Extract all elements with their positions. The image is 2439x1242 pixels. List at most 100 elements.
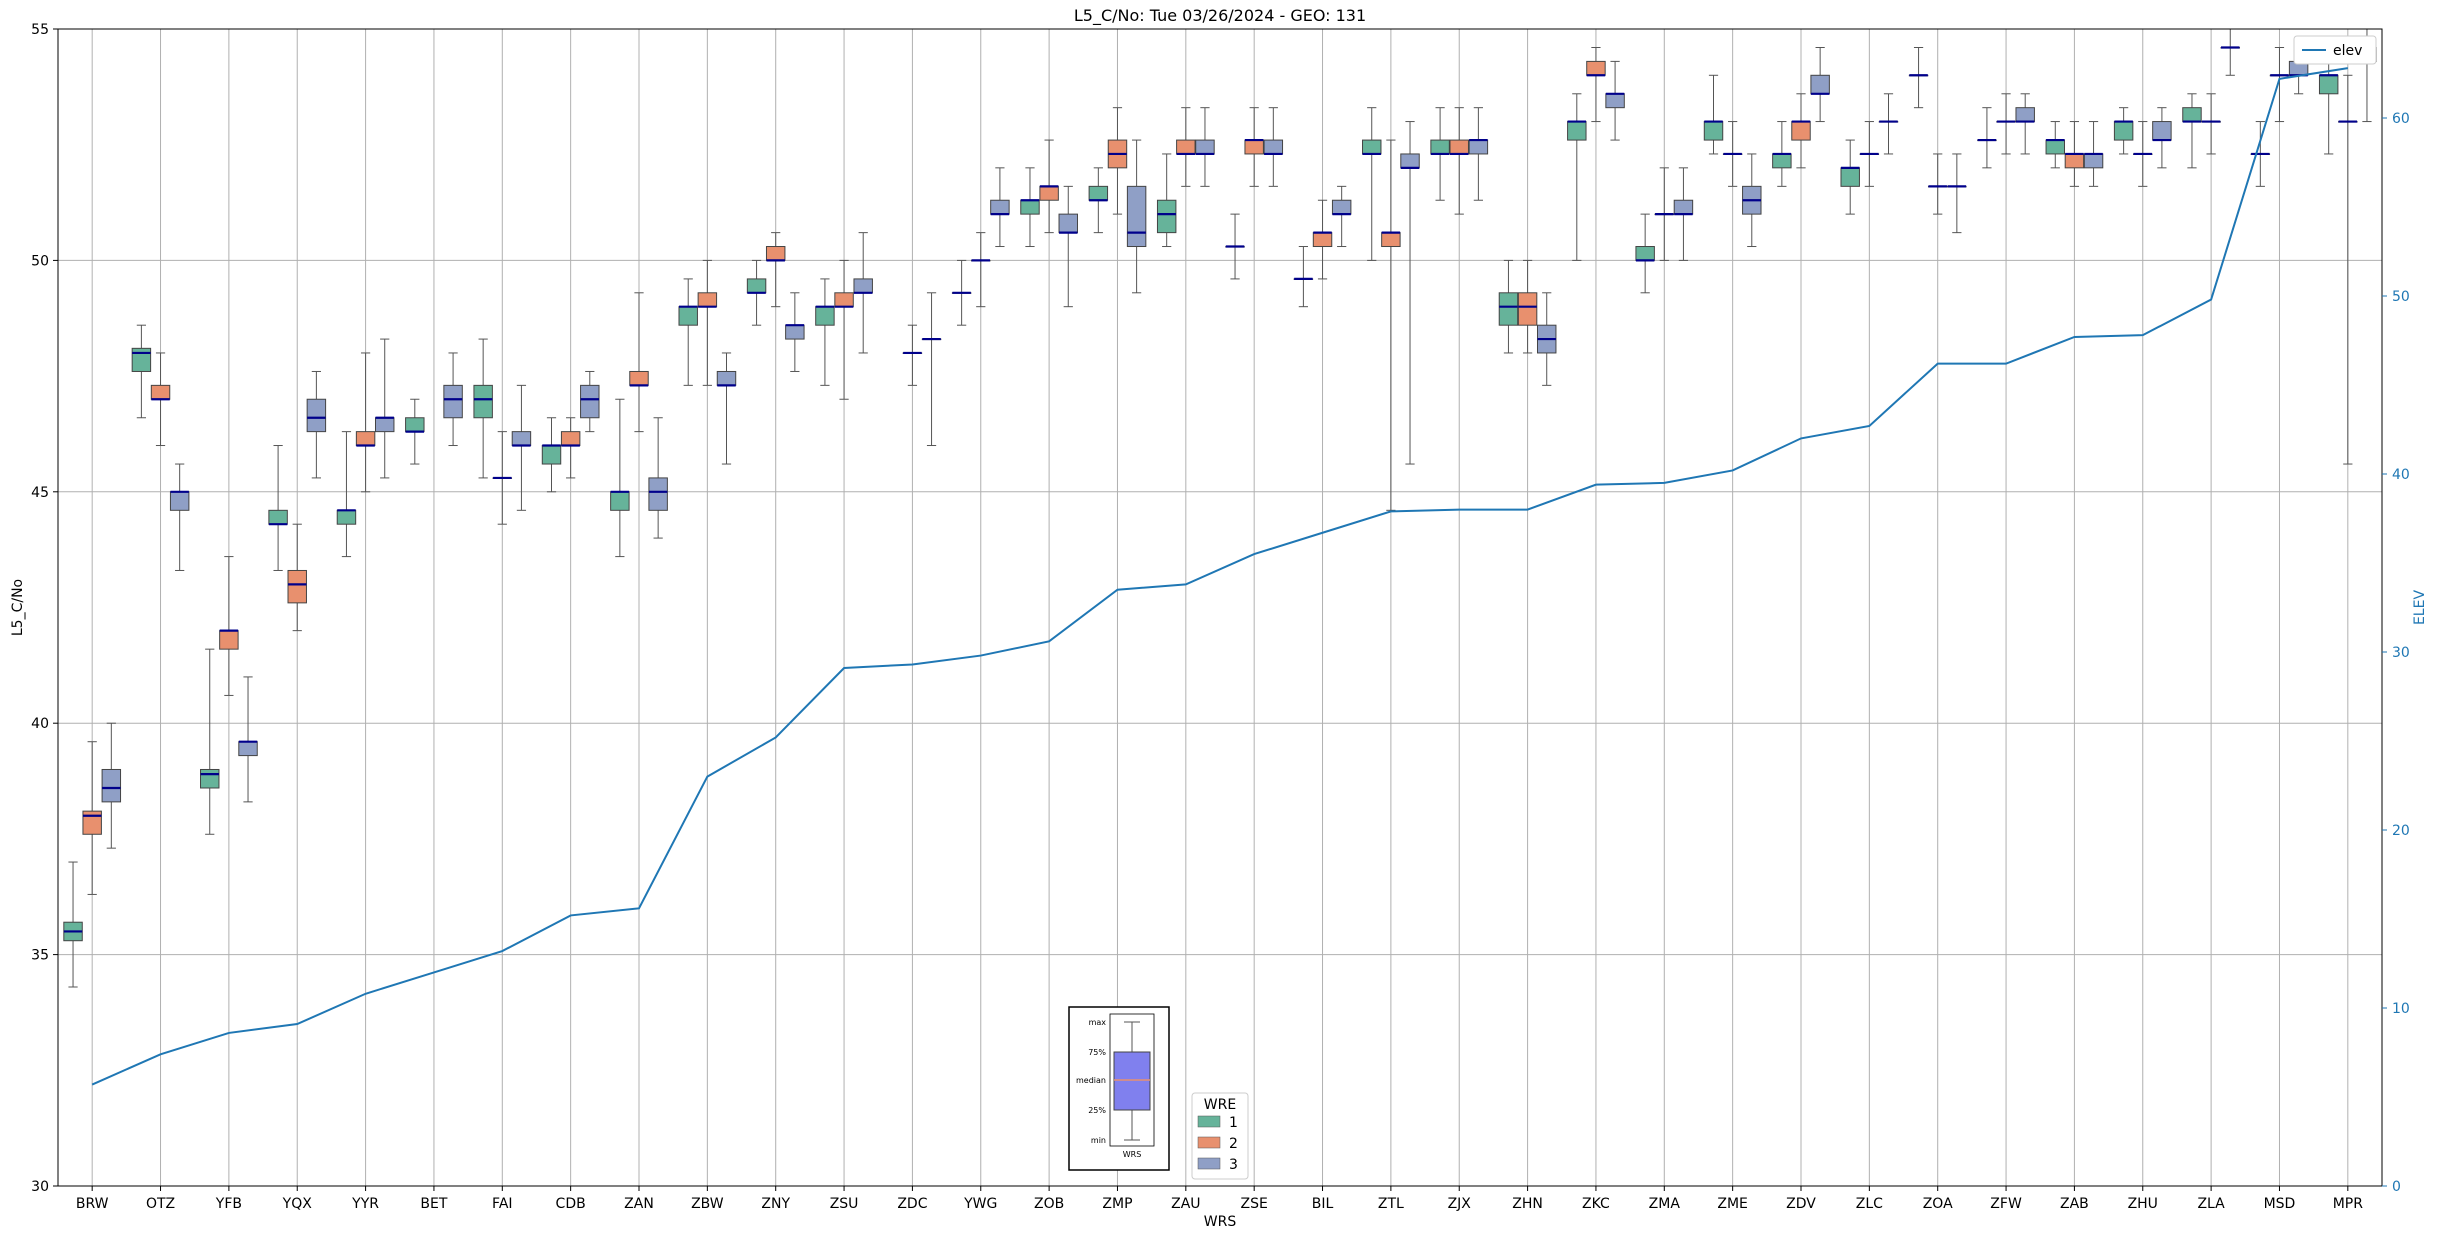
box-iqr bbox=[1331, 199, 1352, 215]
box-iqr bbox=[1400, 153, 1420, 169]
x-tick-label: ZBW bbox=[691, 1196, 724, 1212]
box-ZNY-wre2 bbox=[765, 232, 786, 308]
box-ZFW-wre1 bbox=[1977, 107, 1997, 169]
box-iqr bbox=[287, 569, 307, 604]
box-ZLA-wre3 bbox=[2220, 28, 2240, 76]
inset-label: median bbox=[1076, 1076, 1106, 1085]
hue-legend-swatch bbox=[1197, 1157, 1221, 1170]
box-iqr bbox=[2152, 121, 2172, 141]
box-ZDV-wre3 bbox=[1810, 47, 1830, 123]
box-iqr bbox=[746, 278, 767, 294]
box-ZJX-wre3 bbox=[1468, 107, 1489, 201]
x-tick-label: OTZ bbox=[146, 1196, 175, 1212]
box-ZHN-wre2 bbox=[1517, 259, 1538, 354]
box-iqr bbox=[1840, 167, 1860, 187]
box-ZHU-wre1 bbox=[2113, 107, 2134, 155]
box-YFB-wre3 bbox=[238, 676, 258, 803]
box-ZMP-wre3 bbox=[1126, 139, 1147, 294]
box-FAI-wre2 bbox=[492, 431, 513, 525]
box-iqr bbox=[374, 417, 395, 433]
box-iqr bbox=[541, 445, 562, 465]
box-YQX-wre3 bbox=[306, 370, 327, 479]
box-iqr bbox=[1381, 232, 1401, 248]
box-iqr bbox=[697, 292, 718, 308]
box-iqr bbox=[150, 384, 171, 400]
y-tick-label: 45 bbox=[31, 485, 49, 501]
box-ZTL-wre2 bbox=[1381, 139, 1401, 511]
y2-tick-label: 30 bbox=[2392, 645, 2410, 661]
box-iqr bbox=[1126, 185, 1147, 248]
hue-legend-swatch bbox=[1197, 1115, 1221, 1128]
box-ZTL-wre1 bbox=[1362, 107, 1382, 261]
box-MPR-wre1 bbox=[2318, 47, 2339, 155]
box-OTZ-wre2 bbox=[150, 352, 171, 447]
x-tick-label: ZSE bbox=[1241, 1196, 1268, 1212]
box-ZNY-wre1 bbox=[746, 259, 767, 326]
box-iqr bbox=[834, 292, 854, 308]
box-MPR-wre2 bbox=[2338, 74, 2358, 465]
box-iqr bbox=[238, 741, 258, 757]
box-ZLA-wre1 bbox=[2182, 93, 2202, 169]
box-ZAN-wre3 bbox=[648, 417, 668, 539]
box-ZLA-wre2 bbox=[2201, 93, 2221, 155]
inset-label: min bbox=[1091, 1136, 1106, 1145]
box-iqr bbox=[785, 324, 805, 340]
x-tick-label: ZHN bbox=[1512, 1196, 1543, 1212]
x-tick-label: ZKC bbox=[1582, 1196, 1610, 1212]
box-iqr bbox=[1810, 74, 1830, 95]
box-ZAB-wre2 bbox=[2064, 121, 2085, 187]
y2-tick-label: 60 bbox=[2392, 111, 2410, 127]
box-ZSU-wre2 bbox=[834, 259, 854, 400]
box-ZME-wre3 bbox=[1742, 153, 1762, 248]
x-axis-label: WRS bbox=[1204, 1214, 1237, 1230]
y2-tick-label: 10 bbox=[2392, 1001, 2410, 1017]
box-BRW-wre1 bbox=[63, 861, 83, 988]
box-ZBW-wre1 bbox=[678, 278, 698, 386]
inset-label: max bbox=[1089, 1018, 1107, 1027]
box-YQX-wre2 bbox=[287, 523, 307, 632]
x-tick-label: ZDV bbox=[1786, 1196, 1816, 1212]
box-BIL-wre2 bbox=[1312, 199, 1333, 280]
box-YWG-wre2 bbox=[971, 232, 991, 308]
box-iqr bbox=[473, 384, 493, 419]
x-tick-label: BET bbox=[420, 1196, 447, 1212]
y2-axis-label: ELEV bbox=[2412, 590, 2428, 625]
box-iqr bbox=[1703, 121, 1724, 141]
plot-frame bbox=[57, 28, 2383, 1187]
box-iqr bbox=[1244, 139, 1264, 155]
box-ZAB-wre1 bbox=[2045, 121, 2066, 169]
box-BIL-wre1 bbox=[1293, 246, 1314, 308]
x-tick-label: YQX bbox=[282, 1196, 313, 1212]
box-iqr bbox=[131, 347, 152, 372]
box-ZSU-wre3 bbox=[853, 232, 873, 354]
x-tick-label: ZAU bbox=[1171, 1196, 1200, 1212]
x-tick-label: ZTL bbox=[1378, 1196, 1404, 1212]
inset-label: 25% bbox=[1088, 1106, 1106, 1115]
box-iqr bbox=[200, 768, 220, 789]
box-OTZ-wre3 bbox=[169, 463, 190, 571]
box-ZMP-wre1 bbox=[1088, 167, 1109, 234]
box-iqr bbox=[629, 370, 649, 386]
box-iqr bbox=[1567, 121, 1587, 141]
box-iqr bbox=[2113, 121, 2134, 141]
box-iqr bbox=[765, 246, 786, 261]
y2-tick-label: 0 bbox=[2392, 1179, 2401, 1195]
x-tick-label: ZMP bbox=[1102, 1196, 1132, 1212]
x-tick-label: ZOB bbox=[1034, 1196, 1064, 1212]
x-tick-label: ZAB bbox=[2060, 1196, 2089, 1212]
box-YWG-wre3 bbox=[990, 167, 1010, 248]
box-iqr bbox=[1635, 246, 1655, 261]
grid bbox=[58, 28, 2382, 1187]
box-iqr bbox=[1058, 213, 1078, 234]
box-iqr bbox=[1605, 93, 1625, 109]
box-iqr bbox=[716, 370, 737, 386]
box-iqr bbox=[82, 810, 102, 835]
box-iqr bbox=[2318, 74, 2339, 95]
box-iqr bbox=[1312, 232, 1333, 248]
boxplots bbox=[63, 28, 2377, 988]
box-BET-wre3 bbox=[443, 352, 463, 447]
box-iqr bbox=[1039, 185, 1059, 201]
box-iqr bbox=[1468, 139, 1489, 155]
box-ZOA-wre3 bbox=[1947, 153, 1967, 234]
